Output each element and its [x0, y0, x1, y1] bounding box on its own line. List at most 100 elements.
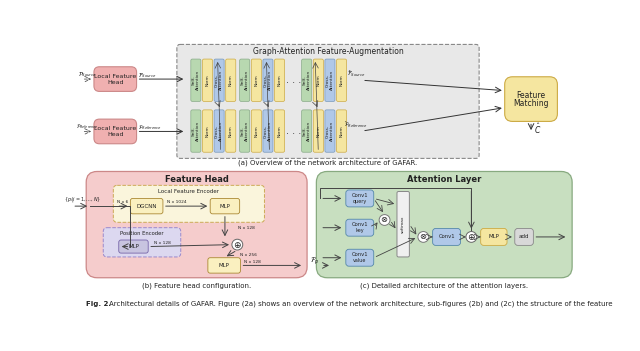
- Text: Norm: Norm: [228, 74, 233, 86]
- FancyBboxPatch shape: [397, 192, 410, 257]
- FancyBboxPatch shape: [481, 229, 507, 245]
- FancyBboxPatch shape: [131, 198, 163, 214]
- Text: . . .: . . .: [285, 126, 301, 136]
- Text: Norm: Norm: [228, 125, 233, 137]
- Text: Conv1: Conv1: [351, 222, 368, 227]
- Text: Feature Head: Feature Head: [164, 176, 228, 184]
- FancyBboxPatch shape: [226, 59, 236, 101]
- FancyBboxPatch shape: [263, 110, 273, 152]
- Text: Norm: Norm: [254, 125, 259, 137]
- Text: Cross-
Attention: Cross- Attention: [264, 70, 272, 90]
- Text: Cross-
Attention: Cross- Attention: [264, 121, 272, 141]
- FancyBboxPatch shape: [113, 185, 264, 222]
- Text: key: key: [355, 228, 364, 233]
- FancyBboxPatch shape: [214, 110, 224, 152]
- Text: (b) Feature head configuration.: (b) Feature head configuration.: [142, 283, 252, 290]
- Text: softmax: softmax: [401, 216, 405, 233]
- Text: $\hat{\mathcal{F}}_{Source}$: $\hat{\mathcal{F}}_{Source}$: [346, 69, 365, 79]
- Text: $\mathcal{F}_p$: $\mathcal{F}_p$: [310, 256, 319, 267]
- FancyBboxPatch shape: [316, 172, 572, 278]
- Text: Head: Head: [107, 80, 124, 85]
- Text: Cross-
Attention: Cross- Attention: [215, 121, 223, 141]
- FancyBboxPatch shape: [313, 59, 323, 101]
- Text: Conv1: Conv1: [438, 234, 455, 239]
- FancyBboxPatch shape: [202, 110, 212, 152]
- FancyBboxPatch shape: [346, 190, 374, 207]
- FancyBboxPatch shape: [94, 119, 136, 144]
- Text: Norm: Norm: [205, 125, 209, 137]
- Text: Self-
Attention: Self- Attention: [302, 70, 311, 90]
- Text: N x 128: N x 128: [154, 241, 171, 245]
- Text: Cross-
Attention: Cross- Attention: [215, 70, 223, 90]
- Text: $\hat{\mathcal{F}}_{Reference}$: $\hat{\mathcal{F}}_{Reference}$: [344, 120, 368, 130]
- Text: Local Feature Encoder: Local Feature Encoder: [158, 189, 220, 194]
- Text: Cross-
Attention: Cross- Attention: [326, 70, 334, 90]
- Text: add: add: [519, 234, 529, 239]
- Circle shape: [418, 232, 429, 242]
- FancyBboxPatch shape: [252, 59, 261, 101]
- FancyBboxPatch shape: [86, 172, 307, 278]
- Circle shape: [466, 232, 477, 242]
- FancyBboxPatch shape: [325, 110, 335, 152]
- FancyBboxPatch shape: [301, 59, 312, 101]
- FancyBboxPatch shape: [325, 59, 335, 101]
- Text: $\mathcal{P}_{Reference}$: $\mathcal{P}_{Reference}$: [77, 122, 99, 131]
- Text: Self-
Attention: Self- Attention: [191, 121, 200, 141]
- Text: Position Encoder: Position Encoder: [120, 231, 164, 236]
- Text: N x 256: N x 256: [239, 253, 257, 257]
- Text: N x 1024: N x 1024: [167, 200, 187, 204]
- Text: Local Feature: Local Feature: [94, 126, 136, 131]
- Text: Architectural details of GAFAR. Figure (2a) shows an overview of the network arc: Architectural details of GAFAR. Figure (…: [109, 301, 613, 307]
- Text: Matching: Matching: [513, 99, 548, 108]
- FancyBboxPatch shape: [191, 110, 201, 152]
- Text: Norm: Norm: [316, 125, 320, 137]
- Text: $\mathcal{F}_{Reference}$: $\mathcal{F}_{Reference}$: [138, 123, 162, 132]
- FancyBboxPatch shape: [202, 59, 212, 101]
- Text: MLP: MLP: [128, 244, 139, 249]
- Text: MLP: MLP: [219, 263, 230, 268]
- Text: Norm: Norm: [340, 74, 344, 86]
- Text: Norm: Norm: [254, 74, 259, 86]
- Text: Self-
Attention: Self- Attention: [241, 121, 249, 141]
- Text: . . .: . . .: [285, 75, 301, 85]
- Text: $\mathcal{F}_{Source}$: $\mathcal{F}_{Source}$: [138, 71, 157, 80]
- Text: Norm: Norm: [316, 74, 320, 86]
- Text: Norm: Norm: [278, 74, 282, 86]
- Text: Conv1: Conv1: [351, 252, 368, 257]
- Text: Self-
Attention: Self- Attention: [191, 70, 200, 90]
- FancyBboxPatch shape: [177, 45, 479, 158]
- FancyBboxPatch shape: [313, 110, 323, 152]
- Text: $\{p_i|i=1,\ldots,N\}$: $\{p_i|i=1,\ldots,N\}$: [63, 196, 101, 205]
- FancyBboxPatch shape: [191, 59, 201, 101]
- Text: Self-
Attention: Self- Attention: [302, 121, 311, 141]
- FancyBboxPatch shape: [239, 59, 250, 101]
- FancyBboxPatch shape: [275, 110, 285, 152]
- Text: MLP: MLP: [220, 204, 230, 208]
- Circle shape: [232, 239, 243, 250]
- FancyBboxPatch shape: [103, 228, 180, 257]
- Text: value: value: [353, 258, 367, 263]
- FancyBboxPatch shape: [210, 198, 239, 214]
- Text: Local Feature: Local Feature: [94, 73, 136, 79]
- Text: $\oplus$: $\oplus$: [467, 232, 476, 242]
- Text: DGCNN: DGCNN: [136, 204, 157, 208]
- FancyBboxPatch shape: [214, 59, 224, 101]
- Text: MLP: MLP: [488, 234, 499, 239]
- Text: Attention Layer: Attention Layer: [407, 176, 481, 184]
- FancyBboxPatch shape: [252, 110, 261, 152]
- FancyBboxPatch shape: [208, 258, 241, 273]
- Text: query: query: [353, 199, 367, 204]
- FancyBboxPatch shape: [505, 77, 557, 121]
- Text: $\otimes$: $\otimes$: [380, 216, 388, 225]
- Text: Norm: Norm: [278, 125, 282, 137]
- FancyBboxPatch shape: [275, 59, 285, 101]
- Text: Norm: Norm: [340, 125, 344, 137]
- Text: Conv1: Conv1: [351, 193, 368, 198]
- FancyBboxPatch shape: [239, 110, 250, 152]
- FancyBboxPatch shape: [337, 110, 347, 152]
- Circle shape: [379, 214, 390, 225]
- Text: $\otimes$: $\otimes$: [419, 232, 428, 241]
- Text: (a) Overview of the network architecture of GAFAR.: (a) Overview of the network architecture…: [238, 160, 418, 166]
- Text: Norm: Norm: [205, 74, 209, 86]
- Text: $\hat{C}$: $\hat{C}$: [534, 122, 541, 136]
